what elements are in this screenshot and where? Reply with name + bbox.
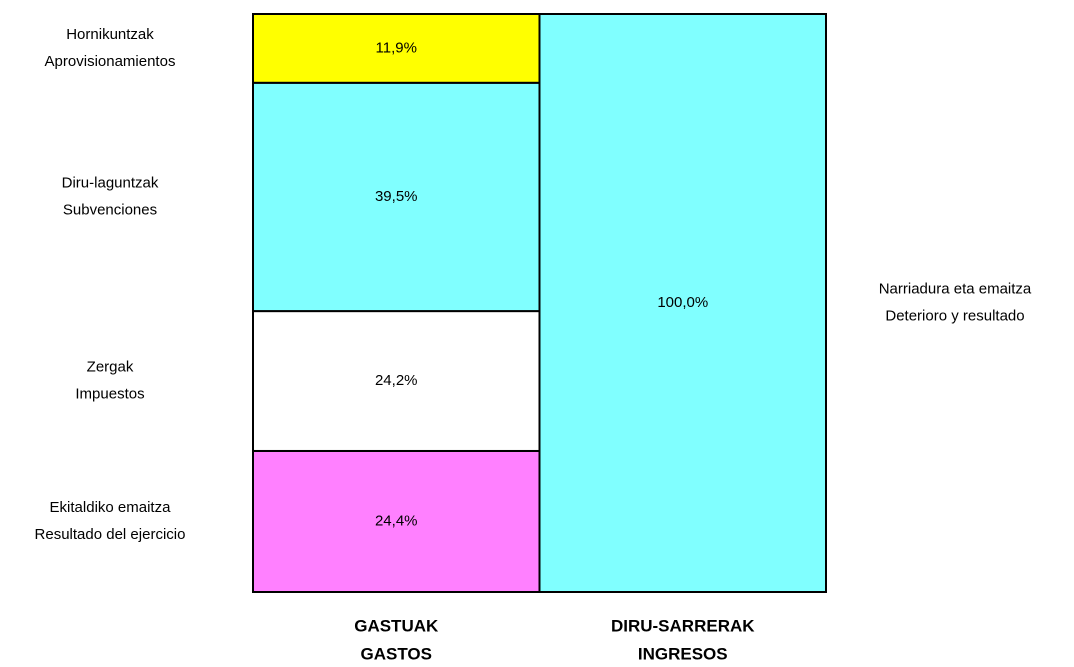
bar-segment <box>538 13 827 593</box>
series-label-line: Aprovisionamientos <box>45 53 176 70</box>
series-label-line: Hornikuntzak <box>66 26 154 43</box>
series-label-line: Zergak <box>87 358 134 375</box>
value-label: 39,5% <box>375 188 418 205</box>
series-label: Hornikuntzak Aprovisionamientos <box>45 26 176 70</box>
series-label-line: Diru-laguntzak <box>62 174 159 191</box>
series-label-line: Ekitaldiko emaitza <box>50 499 172 516</box>
bar-segment <box>252 449 541 593</box>
x-tick-label: DIRU-SARRERAK <box>611 616 755 635</box>
value-label: 24,2% <box>375 372 418 389</box>
series-label-line: Resultado del ejercicio <box>35 526 186 543</box>
x-tick-label: GASTOS <box>361 644 432 663</box>
value-label: 100,0% <box>657 294 708 311</box>
x-tick-label: GASTUAK <box>354 616 439 635</box>
value-label: 24,4% <box>375 512 418 529</box>
series-label-line: Impuestos <box>75 385 144 402</box>
x-tick-label: INGRESOS <box>638 644 728 663</box>
series-label-line: Deterioro y resultado <box>885 307 1024 324</box>
series-label: Diru-laguntzak Subvenciones <box>62 174 159 218</box>
series-label: Ekitaldiko emaitza Resultado del ejercici… <box>35 499 186 543</box>
series-label: Zergak Impuestos <box>75 358 144 402</box>
value-label: 11,9% <box>376 39 417 56</box>
series-label-line: Subvenciones <box>63 201 157 218</box>
series-label: Narriadura eta emaitza Deterioro y result… <box>879 280 1032 324</box>
bar-segment <box>252 310 541 452</box>
series-label-line: Narriadura eta emaitza <box>879 280 1032 297</box>
